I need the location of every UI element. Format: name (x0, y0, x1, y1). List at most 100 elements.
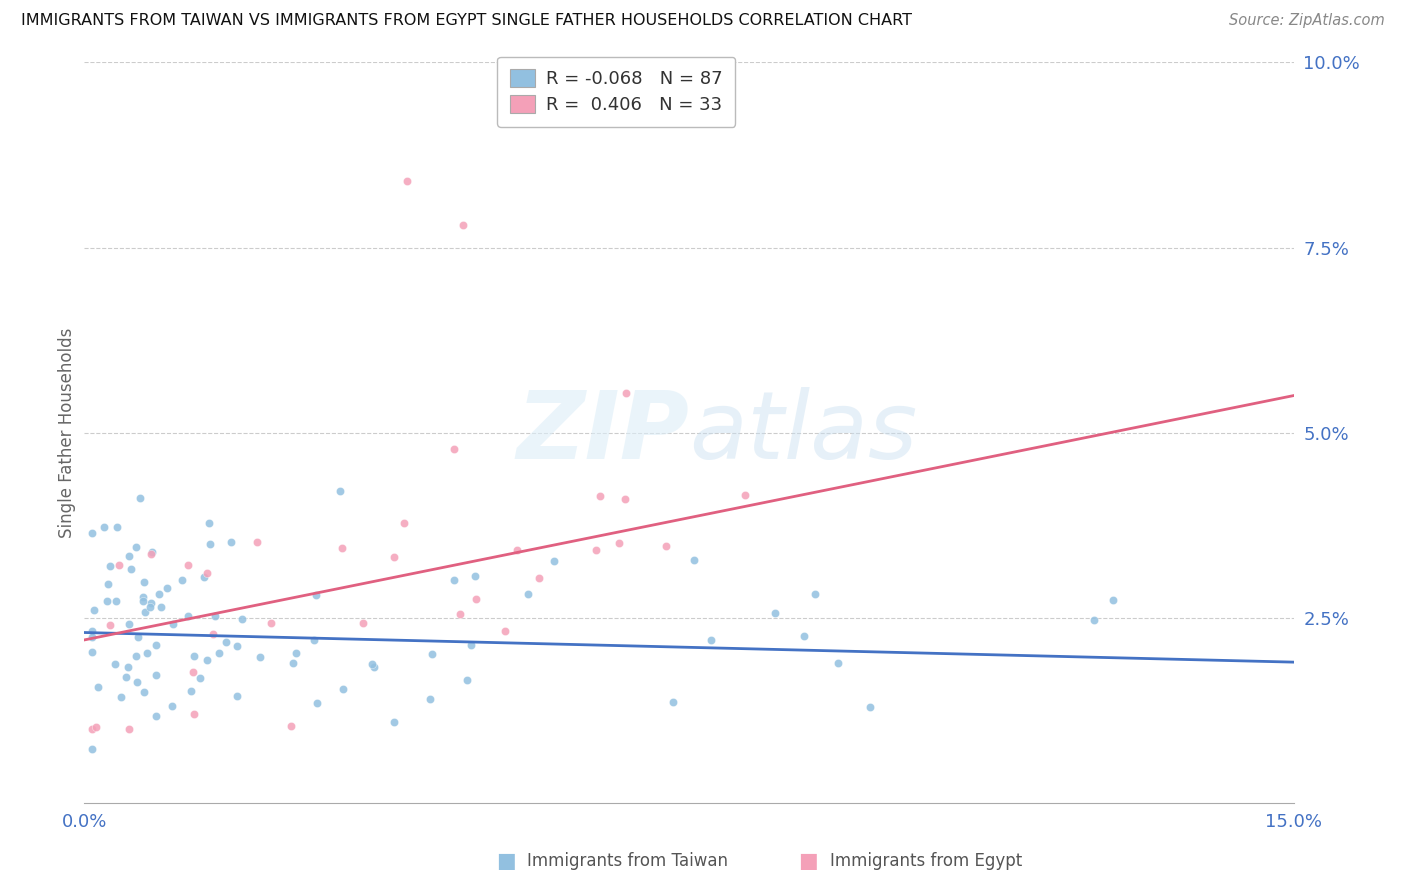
Point (655, 540, 678, 554)
Point (131, 591, 153, 605)
Point (763, 607, 786, 621)
Point (543, 553, 565, 567)
Point (181, 665, 204, 679)
Point (145, 709, 167, 723)
Point (352, 615, 374, 630)
Point (117, 659, 139, 673)
Point (804, 587, 827, 601)
Point (127, 674, 149, 689)
Point (494, 624, 516, 638)
Point (183, 706, 205, 721)
Point (82, 742, 104, 756)
Point (98, 618, 121, 632)
Point (215, 635, 238, 649)
Point (422, 647, 444, 661)
Point (329, 483, 352, 498)
Y-axis label: Single Father Households: Single Father Households (58, 327, 76, 538)
Point (127, 631, 149, 645)
Point (129, 491, 152, 506)
Point (195, 653, 218, 667)
Point (195, 566, 218, 580)
Point (84, 720, 107, 734)
Point (231, 611, 253, 625)
Point (136, 647, 159, 661)
Point (204, 608, 226, 623)
Point (505, 543, 527, 558)
Point (219, 534, 242, 549)
Point (82, 631, 104, 645)
Point (125, 540, 148, 554)
Legend: R = -0.068   N = 87, R =  0.406   N = 33: R = -0.068 N = 87, R = 0.406 N = 33 (498, 57, 735, 127)
Text: ■: ■ (496, 851, 516, 871)
Point (82, 525, 104, 540)
Point (148, 587, 170, 601)
Point (170, 573, 193, 587)
Point (281, 656, 304, 670)
Point (115, 670, 138, 684)
Point (141, 547, 163, 561)
Point (183, 649, 205, 664)
Point (443, 442, 465, 457)
Point (361, 657, 384, 671)
Point (150, 600, 173, 615)
Point (464, 592, 486, 607)
Point (110, 690, 132, 704)
Point (363, 660, 385, 674)
Point (225, 639, 247, 653)
Point (332, 681, 354, 696)
Point (180, 683, 202, 698)
Point (134, 605, 156, 619)
Point (107, 558, 129, 573)
Point (197, 516, 219, 530)
Point (98, 558, 121, 573)
Point (82, 645, 104, 659)
Point (517, 586, 540, 600)
Point (141, 596, 163, 610)
Point (419, 692, 441, 706)
Point (201, 627, 224, 641)
Point (141, 545, 163, 559)
Point (613, 491, 636, 506)
Point (225, 689, 247, 703)
Point (392, 516, 415, 530)
Point (96, 593, 118, 607)
Point (118, 722, 141, 736)
Point (125, 648, 148, 663)
Text: Immigrants from Egypt: Immigrants from Egypt (830, 852, 1022, 870)
Point (132, 684, 155, 698)
Point (246, 535, 269, 549)
Point (460, 638, 482, 652)
Point (118, 549, 141, 563)
Point (97, 577, 120, 591)
Point (734, 487, 756, 501)
Point (105, 519, 128, 533)
Point (285, 646, 308, 660)
Point (188, 671, 211, 685)
Text: Source: ZipAtlas.com: Source: ZipAtlas.com (1229, 13, 1385, 29)
Point (451, 219, 474, 233)
Point (145, 668, 167, 682)
Point (145, 638, 167, 652)
Point (93, 519, 115, 533)
Point (249, 650, 271, 665)
Point (585, 542, 607, 557)
Point (83, 603, 105, 617)
Point (160, 698, 183, 713)
Point (138, 600, 160, 615)
Point (87, 680, 110, 694)
Point (588, 489, 610, 503)
Point (177, 558, 200, 572)
Point (607, 536, 630, 550)
Point (700, 633, 723, 648)
Point (443, 573, 465, 587)
Point (118, 617, 141, 632)
Point (382, 550, 405, 565)
Point (280, 718, 302, 732)
Point (131, 594, 153, 608)
Text: ■: ■ (799, 851, 818, 871)
Point (132, 574, 155, 589)
Point (382, 715, 405, 730)
Point (104, 594, 127, 608)
Point (155, 581, 177, 595)
Point (527, 571, 550, 585)
